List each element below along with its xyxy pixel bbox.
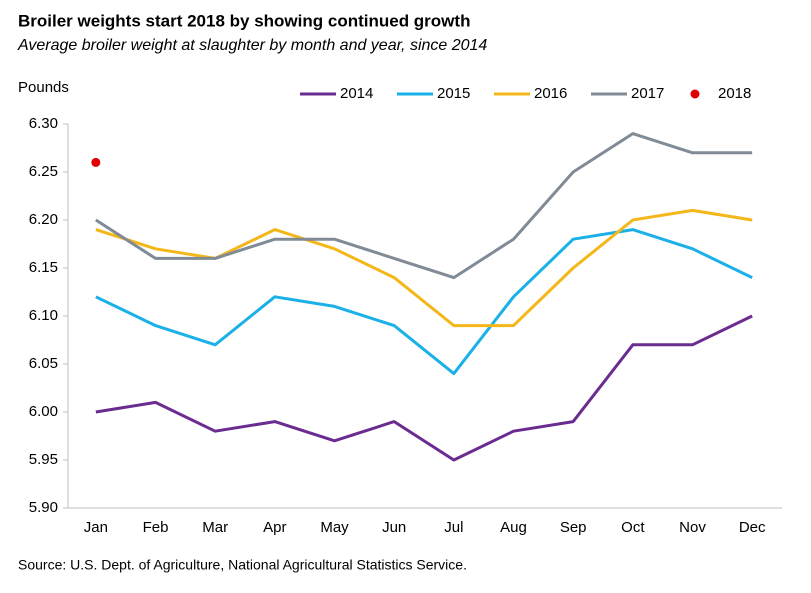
x-tick-label: May bbox=[320, 519, 349, 536]
legend-label: 2015 bbox=[437, 85, 470, 102]
y-tick-label: 6.20 bbox=[29, 211, 58, 228]
y-tick-label: 6.00 bbox=[29, 403, 58, 420]
legend-label: 2014 bbox=[340, 85, 373, 102]
y-tick-label: 5.90 bbox=[29, 499, 58, 516]
source-note: Source: U.S. Dept. of Agriculture, Natio… bbox=[18, 557, 467, 573]
x-tick-label: Apr bbox=[263, 519, 286, 536]
y-tick-label: 6.10 bbox=[29, 307, 58, 324]
x-tick-label: Jan bbox=[84, 519, 108, 536]
x-tick-label: Nov bbox=[679, 519, 706, 536]
x-tick-label: Jun bbox=[382, 519, 406, 536]
x-tick-label: Feb bbox=[143, 519, 169, 536]
series-line bbox=[95, 132, 753, 280]
x-tick-label: Dec bbox=[739, 519, 766, 536]
y-tick-label: 6.25 bbox=[29, 163, 58, 180]
data-point bbox=[91, 157, 101, 167]
y-tick-label: 6.05 bbox=[29, 355, 58, 372]
y-tick-label: 6.30 bbox=[29, 115, 58, 132]
chart-title: Broiler weights start 2018 by showing co… bbox=[18, 11, 470, 30]
series-line bbox=[95, 208, 753, 328]
x-tick-label: Mar bbox=[202, 519, 228, 536]
y-tick-label: 5.95 bbox=[29, 451, 58, 468]
legend-label: 2018 bbox=[718, 85, 751, 102]
legend-label: 2017 bbox=[631, 85, 664, 102]
x-tick-label: Aug bbox=[500, 519, 527, 536]
y-tick-label: 6.15 bbox=[29, 259, 58, 276]
x-tick-label: Oct bbox=[621, 519, 645, 536]
legend-swatch bbox=[690, 89, 700, 99]
x-tick-label: Sep bbox=[560, 519, 587, 536]
x-tick-label: Jul bbox=[444, 519, 463, 536]
chart-subtitle: Average broiler weight at slaughter by m… bbox=[17, 37, 487, 54]
series-line bbox=[95, 314, 753, 462]
series-line bbox=[95, 228, 753, 376]
legend-label: 2016 bbox=[534, 85, 567, 102]
y-axis-label: Pounds bbox=[18, 79, 69, 96]
